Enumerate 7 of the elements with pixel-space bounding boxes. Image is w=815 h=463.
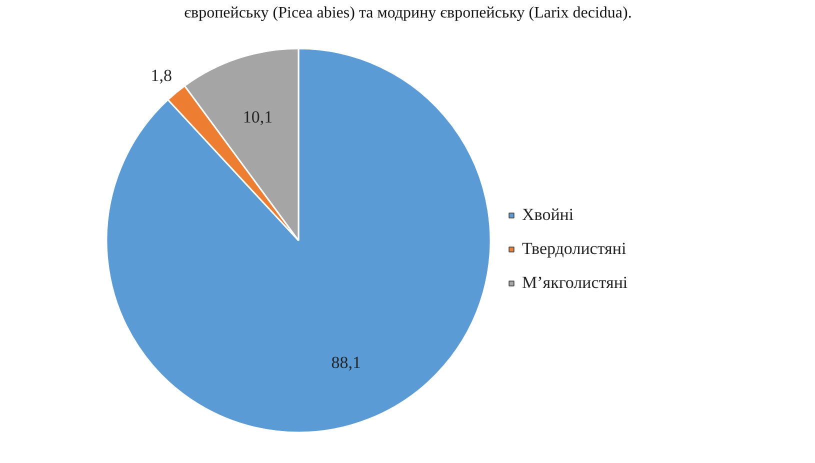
data-label: 10,1 <box>242 107 273 126</box>
legend-label: Хвойні <box>522 205 574 225</box>
data-label: 88,1 <box>331 353 362 372</box>
text: європейську (Picea abies) та модрину європейську (Larix decidua). <box>184 4 632 22</box>
legend-label: М’якголистяні <box>522 273 628 293</box>
legend-label: Твердолистяні <box>522 239 626 259</box>
data-label: 1,8 <box>150 66 172 85</box>
